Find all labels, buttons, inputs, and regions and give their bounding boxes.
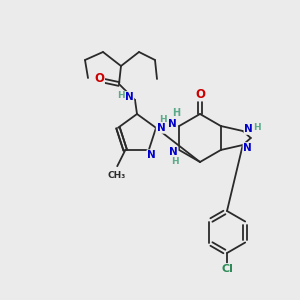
Text: N: N (169, 147, 178, 157)
Text: N: N (168, 119, 177, 129)
Text: H: H (253, 122, 261, 131)
Text: Cl: Cl (221, 264, 233, 274)
Text: H: H (171, 157, 179, 166)
Text: N: N (243, 143, 252, 153)
Text: O: O (94, 73, 104, 85)
Text: N: N (244, 124, 253, 134)
Text: N: N (157, 123, 165, 133)
Text: H: H (117, 92, 125, 100)
Text: H: H (172, 108, 180, 118)
Text: CH₃: CH₃ (107, 171, 125, 180)
Text: N: N (147, 150, 156, 160)
Text: O: O (195, 88, 205, 100)
Text: H: H (159, 115, 167, 124)
Text: N: N (124, 92, 134, 102)
